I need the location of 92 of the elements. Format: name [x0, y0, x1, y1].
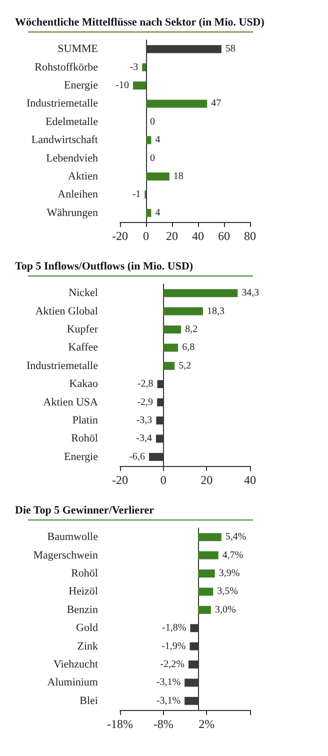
bar: [198, 588, 214, 596]
x-tick-label: 40: [192, 229, 204, 243]
y-tick-label: Aktien Global: [35, 305, 98, 318]
data-label: -10: [116, 80, 129, 91]
bar: [163, 362, 175, 370]
bar: [146, 172, 170, 180]
data-label: 0: [150, 152, 155, 164]
data-label: 18,3: [206, 306, 224, 317]
data-label: -2,2%: [160, 659, 184, 670]
y-tick-label: Rohöl: [71, 432, 98, 445]
data-label: -3,4: [136, 433, 152, 444]
x-tick-label: 60: [218, 229, 230, 243]
data-label: 4,7%: [222, 550, 244, 561]
bar: [146, 208, 152, 217]
data-label: 0: [150, 116, 155, 128]
y-tick-label: Aktien: [68, 170, 98, 182]
data-label: -6,6: [129, 451, 146, 462]
y-tick-label: Magerschwein: [33, 549, 98, 562]
x-tick-label: 2%: [198, 717, 215, 731]
y-tick-label: Aluminium: [47, 676, 98, 689]
bar: [133, 82, 146, 90]
data-label: 3,9%: [218, 568, 240, 579]
bar: [163, 344, 178, 352]
bar: [198, 551, 218, 560]
y-tick-label: Nickel: [68, 287, 98, 300]
y-tick-label: Kakao: [69, 378, 98, 390]
x-tick-label: 0: [160, 473, 166, 487]
data-label: 18: [173, 171, 184, 182]
x-tick-label: 40: [244, 473, 256, 487]
bar: [146, 100, 208, 108]
data-label: 5,4%: [225, 532, 246, 543]
bar: [163, 326, 182, 334]
x-tick-label: -18%: [107, 717, 133, 731]
chart-title: Die Top 5 Gewinner/Verlierer: [15, 504, 154, 516]
y-tick-label: Lebendvieh: [46, 152, 98, 164]
data-label: 5,2: [178, 360, 192, 372]
y-tick-label: Zink: [77, 640, 98, 652]
data-label: -2,8: [137, 378, 154, 390]
chart-title: Wöchentliche Mittelflüsse nach Sektor (in Mio. USD): [15, 16, 265, 28]
y-tick-label: Industriemetalle: [26, 98, 98, 110]
y-tick-label: Blei: [80, 694, 98, 707]
bar: [198, 533, 222, 542]
y-tick-label: Rohstoffkörbe: [34, 61, 98, 74]
data-label: 3,0%: [215, 604, 236, 616]
data-label: -1,9%: [162, 640, 186, 652]
bar: [146, 136, 152, 144]
data-label: -1: [132, 189, 141, 200]
data-label: 58: [225, 44, 236, 55]
data-label: -1,8%: [162, 622, 186, 634]
y-tick-label: Heizöl: [68, 586, 98, 598]
y-tick-label: Kaffee: [68, 342, 98, 354]
data-label: -3,3: [136, 415, 152, 426]
x-tick-label: -20: [112, 473, 128, 487]
y-tick-label: Industriemetalle: [26, 360, 98, 372]
y-tick-label: Gold: [76, 622, 98, 634]
y-tick-label: Währungen: [46, 206, 98, 219]
data-label: 4: [155, 134, 160, 146]
chart-title: Top 5 Inflows/Outflows (in Mio. USD): [15, 260, 194, 272]
y-tick-label: SUMME: [58, 43, 98, 56]
x-tick-label: 80: [244, 229, 256, 243]
y-tick-label: Platin: [72, 414, 98, 426]
bar: [142, 63, 146, 72]
x-tick-label: -8%: [153, 717, 174, 731]
bar: [198, 570, 215, 578]
y-tick-label: Baumwolle: [47, 531, 98, 544]
data-label: -2,9: [137, 396, 154, 408]
y-tick-label: Rohöl: [71, 568, 98, 580]
data-label: 4: [155, 207, 160, 218]
y-tick-label: Benzin: [66, 604, 98, 616]
y-tick-label: Energie: [64, 80, 98, 92]
data-label: 3,5%: [217, 586, 238, 598]
y-tick-label: Landwirtschaft: [31, 134, 98, 146]
bar: [163, 307, 203, 316]
y-tick-label: Viehzucht: [53, 658, 98, 670]
x-tick-label: 0: [143, 229, 149, 243]
data-label: 6,8: [182, 342, 195, 354]
bar: [198, 606, 211, 614]
x-tick-label: 20: [200, 473, 213, 487]
y-tick-label: Kupfer: [66, 324, 98, 336]
y-tick-label: Aktien USA: [43, 396, 98, 408]
y-tick-label: Energie: [64, 450, 98, 463]
data-label: 8,2: [185, 324, 198, 335]
data-label: 47: [211, 98, 222, 110]
data-label: 34,3: [242, 288, 260, 299]
data-label: -3,1%: [156, 695, 181, 706]
data-label: -3: [130, 62, 138, 73]
x-tick-label: -20: [112, 229, 128, 243]
data-label: -3,1%: [156, 677, 181, 688]
y-tick-label: Edelmetalle: [45, 116, 98, 128]
y-tick-label: Anleihen: [58, 188, 98, 201]
x-tick-label: 20: [166, 229, 178, 243]
bar: [163, 289, 238, 298]
